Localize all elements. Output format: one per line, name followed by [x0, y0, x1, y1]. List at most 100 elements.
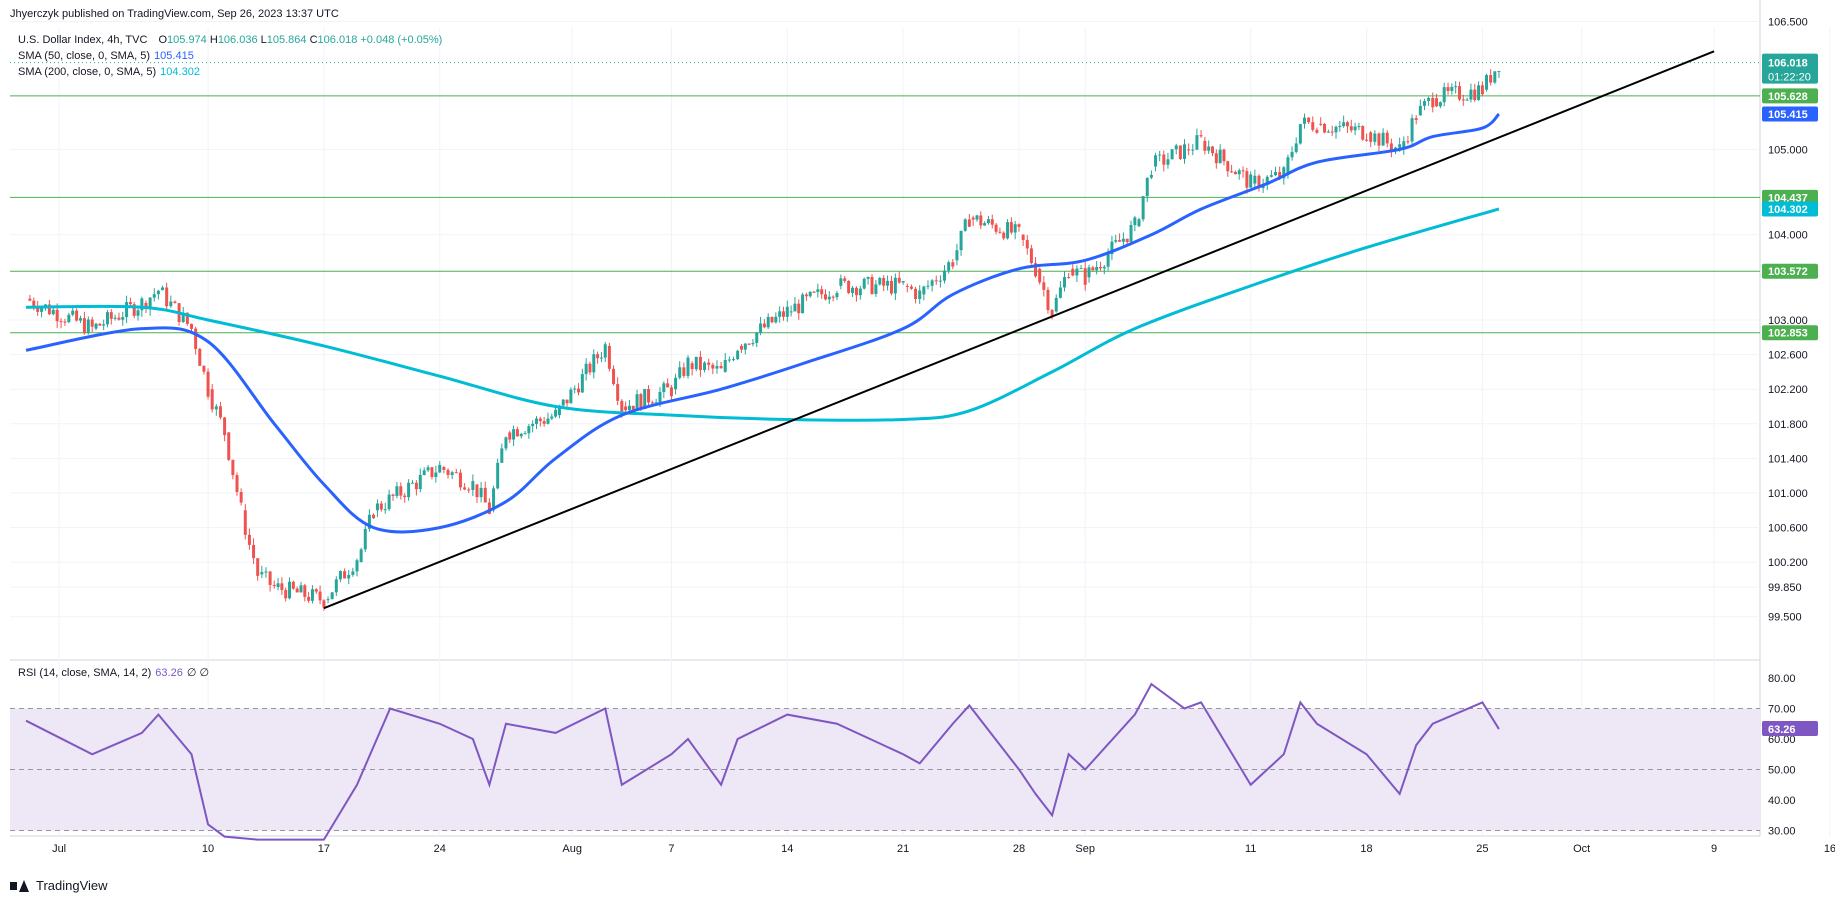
candle-body [963, 219, 967, 231]
candle-body [1373, 133, 1377, 142]
candle-body [858, 288, 862, 296]
candle-body [592, 354, 596, 373]
horizontal-levels[interactable] [10, 62, 1760, 334]
candle-body [878, 277, 882, 285]
legend-sma200-row[interactable]: SMA (200, close, 0, SMA, 5) 104.302 [18, 66, 200, 78]
candle-body [446, 469, 450, 476]
candle-body [546, 418, 550, 424]
candle-body [1058, 287, 1062, 298]
candle-body [1226, 161, 1230, 172]
candle-body [983, 223, 987, 226]
candle-body [1311, 122, 1315, 130]
y-tick-label: 103.000 [1768, 315, 1808, 327]
candle-body [1129, 225, 1133, 243]
candle-body [173, 301, 177, 304]
candle-body [487, 502, 491, 514]
candle-body [643, 389, 647, 410]
candle-body [132, 304, 136, 316]
candle-body [1338, 126, 1342, 128]
x-tick-label: 17 [318, 843, 330, 855]
candle-body [185, 312, 189, 324]
candle-body [1414, 118, 1418, 121]
candle-body [1067, 277, 1071, 279]
candle-body [789, 311, 793, 313]
candle-body [128, 302, 132, 305]
candle-body [504, 437, 508, 449]
ohlc-low: 105.864 [266, 34, 307, 46]
candle-body [542, 421, 546, 424]
candle-body [971, 217, 975, 220]
candle-body [1106, 254, 1110, 267]
candle-body [1195, 135, 1199, 150]
candle-body [1017, 224, 1021, 227]
candle-body [573, 388, 577, 390]
candle-body [67, 314, 71, 323]
candle-body [1465, 99, 1469, 101]
candle-body [117, 317, 121, 320]
candle-body [755, 332, 759, 344]
candle-body [1353, 126, 1357, 131]
candle-body [1330, 131, 1334, 133]
candle-body [1253, 175, 1257, 184]
candle-body [450, 472, 454, 476]
candle-body [766, 316, 770, 328]
level-tag: 102.853 [1768, 328, 1808, 340]
candle-body [338, 571, 342, 580]
candle-body [979, 215, 983, 226]
candle-body [161, 287, 165, 291]
candle-body [359, 549, 363, 563]
candle-body [686, 357, 690, 376]
ohlc-open-label: O [158, 34, 168, 46]
candle-body [1110, 241, 1114, 255]
candle-body [307, 596, 311, 601]
candle-body [407, 482, 411, 498]
candle-body [1098, 266, 1102, 269]
sma200-value: 104.302 [160, 66, 200, 78]
candle-body [577, 388, 581, 393]
legend-rsi-row[interactable]: RSI (14, close, SMA, 14, 2) 63.26 ∅ ∅ [18, 666, 209, 679]
rsi-y-tick-label: 60.00 [1768, 734, 1796, 746]
candle-body [1435, 98, 1439, 107]
ohlc-low-label: L [260, 34, 267, 46]
candle-body [616, 384, 620, 401]
candle-body [414, 482, 418, 490]
candle-body [519, 433, 523, 437]
candle-body [288, 581, 292, 599]
candle-body [886, 280, 890, 286]
candle-body [1377, 133, 1381, 146]
candle-body [1158, 154, 1162, 156]
candle-body [280, 583, 284, 591]
candle-body [599, 357, 603, 359]
candle-body [1302, 117, 1306, 124]
candle-body [569, 389, 573, 404]
candle-body [715, 366, 719, 369]
candle-body [596, 354, 600, 359]
candle-body [662, 383, 666, 392]
candle-body [1477, 85, 1481, 100]
legend-sma50-row[interactable]: SMA (50, close, 0, SMA, 5) 105.415 [18, 50, 194, 62]
tradingview-logo[interactable]: TradingView [10, 878, 108, 893]
candle-body [252, 544, 256, 559]
candle-body [260, 572, 264, 575]
candle-body [1025, 239, 1029, 249]
candle-body [334, 579, 338, 593]
price-labels: 106.018 01:22:20 105.628 104.437 103.572 102.… [1762, 53, 1818, 737]
candle-body [351, 571, 355, 575]
y-tick-label: 100.200 [1768, 557, 1808, 569]
candle-body [774, 316, 778, 323]
candle-body [463, 487, 467, 490]
level-tag-bg [1762, 325, 1818, 341]
candle-body [1087, 267, 1091, 278]
candle-body [678, 367, 682, 378]
candle-body [483, 487, 487, 503]
candle-body [1149, 174, 1153, 178]
candle-body [1178, 145, 1182, 159]
candle-body [1410, 118, 1414, 142]
trend-line[interactable] [323, 50, 1715, 610]
axes: Jul 10 17 24 Aug 7 14 21 28 Sep 11 18 25 Oct 9 16 106.50… [52, 16, 1835, 855]
candle-body [1071, 268, 1075, 276]
candle-body [418, 474, 422, 490]
candle-body [607, 345, 611, 369]
y-tick-label: 99.500 [1768, 612, 1802, 624]
